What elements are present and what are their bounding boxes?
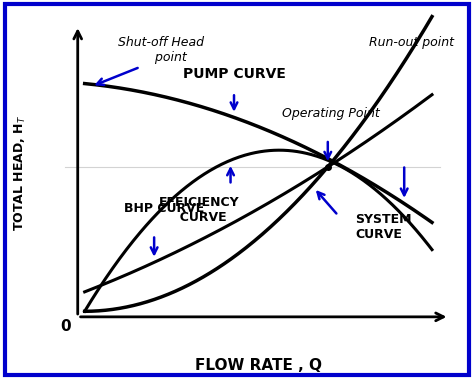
Text: Shut-off Head
     point: Shut-off Head point	[118, 36, 204, 64]
Text: FLOW RATE , Q: FLOW RATE , Q	[195, 358, 322, 373]
Text: 0: 0	[60, 319, 71, 334]
Text: Run-out point: Run-out point	[369, 36, 454, 49]
Text: SYSTEM
CURVE: SYSTEM CURVE	[356, 213, 412, 241]
Text: Operating Point: Operating Point	[283, 106, 380, 120]
Text: PUMP CURVE: PUMP CURVE	[182, 67, 285, 81]
Text: EFFICIENCY
  CURVE: EFFICIENCY CURVE	[159, 196, 239, 224]
Text: BHP CURVE: BHP CURVE	[125, 202, 205, 215]
Text: TOTAL HEAD, H$_T$: TOTAL HEAD, H$_T$	[13, 114, 28, 230]
